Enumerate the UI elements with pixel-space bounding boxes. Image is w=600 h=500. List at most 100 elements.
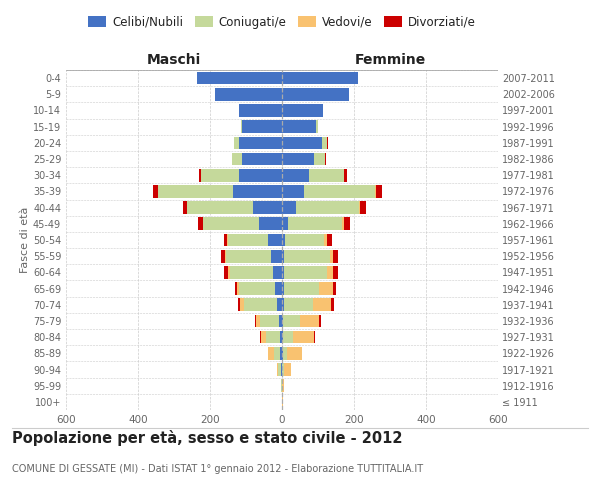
Bar [314, 152, 325, 166]
Bar [282, 234, 285, 246]
Text: Femmine: Femmine [355, 53, 425, 67]
Bar [259, 218, 282, 230]
Legend: Celibi/Nubili, Coniugati/e, Vedovi/e, Divorziati/e: Celibi/Nubili, Coniugati/e, Vedovi/e, Di… [83, 11, 481, 34]
Bar [215, 88, 282, 101]
Bar [244, 298, 277, 311]
Bar [282, 250, 284, 262]
Bar [282, 136, 322, 149]
Bar [325, 152, 326, 166]
Bar [325, 234, 327, 246]
Bar [224, 266, 229, 278]
Bar [268, 234, 282, 246]
Bar [221, 250, 225, 262]
Bar [283, 380, 284, 392]
Bar [242, 120, 282, 133]
Bar [344, 169, 347, 181]
Bar [271, 250, 282, 262]
Bar [309, 169, 344, 181]
Bar [334, 266, 338, 278]
Bar [284, 298, 313, 311]
Bar [282, 347, 283, 360]
Y-axis label: Fasce di età: Fasce di età [20, 207, 30, 273]
Bar [228, 234, 268, 246]
Bar [229, 266, 230, 278]
Bar [282, 202, 296, 214]
Bar [284, 266, 327, 278]
Bar [313, 298, 331, 311]
Bar [282, 218, 289, 230]
Bar [282, 314, 283, 328]
Bar [331, 298, 334, 311]
Bar [296, 202, 359, 214]
Bar [226, 250, 271, 262]
Bar [282, 104, 323, 117]
Bar [282, 72, 358, 85]
Bar [158, 185, 233, 198]
Bar [333, 282, 337, 295]
Bar [199, 169, 201, 181]
Bar [282, 120, 316, 133]
Bar [344, 218, 350, 230]
Bar [316, 120, 318, 133]
Bar [240, 298, 244, 311]
Bar [225, 250, 226, 262]
Bar [154, 185, 158, 198]
Bar [256, 314, 260, 328]
Bar [274, 347, 280, 360]
Bar [201, 169, 239, 181]
Bar [319, 314, 321, 328]
Bar [301, 314, 319, 328]
Bar [322, 136, 328, 149]
Bar [255, 314, 256, 328]
Bar [282, 331, 283, 344]
Bar [275, 282, 282, 295]
Bar [293, 331, 314, 344]
Bar [266, 331, 280, 344]
Bar [236, 282, 239, 295]
Bar [283, 363, 284, 376]
Bar [187, 202, 253, 214]
Bar [199, 218, 203, 230]
Bar [280, 347, 282, 360]
Bar [260, 314, 279, 328]
Bar [304, 185, 375, 198]
Bar [230, 266, 273, 278]
Bar [283, 331, 293, 344]
Bar [283, 347, 287, 360]
Bar [239, 169, 282, 181]
Bar [376, 185, 382, 198]
Bar [224, 234, 227, 246]
Bar [287, 347, 302, 360]
Bar [277, 363, 278, 376]
Bar [260, 331, 262, 344]
Bar [262, 331, 266, 344]
Bar [197, 72, 282, 85]
Bar [284, 250, 330, 262]
Bar [233, 185, 282, 198]
Bar [282, 88, 349, 101]
Bar [327, 266, 334, 278]
Bar [330, 250, 334, 262]
Bar [239, 282, 275, 295]
Text: Maschi: Maschi [147, 53, 201, 67]
Bar [183, 202, 187, 214]
Bar [361, 202, 366, 214]
Bar [273, 266, 282, 278]
Bar [203, 218, 259, 230]
Bar [241, 120, 242, 133]
Bar [285, 234, 325, 246]
Bar [359, 202, 361, 214]
Bar [282, 185, 304, 198]
Text: Popolazione per età, sesso e stato civile - 2012: Popolazione per età, sesso e stato civil… [12, 430, 403, 446]
Bar [279, 314, 282, 328]
Text: COMUNE DI GESSATE (MI) - Dati ISTAT 1° gennaio 2012 - Elaborazione TUTTITALIA.IT: COMUNE DI GESSATE (MI) - Dati ISTAT 1° g… [12, 464, 423, 474]
Bar [268, 347, 274, 360]
Bar [343, 218, 344, 230]
Bar [282, 396, 283, 408]
Bar [227, 234, 228, 246]
Bar [235, 282, 236, 295]
Bar [284, 363, 292, 376]
Bar [253, 202, 282, 214]
Bar [282, 266, 284, 278]
Bar [282, 152, 314, 166]
